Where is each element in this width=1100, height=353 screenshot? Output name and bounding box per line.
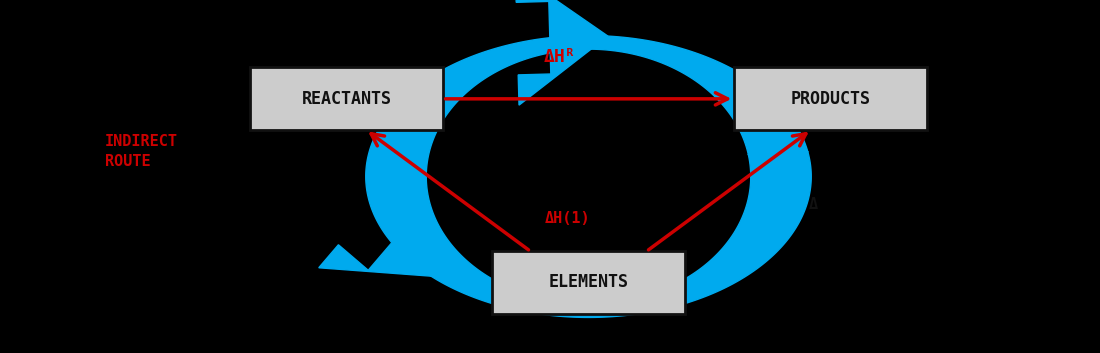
FancyArrow shape (319, 167, 431, 276)
FancyBboxPatch shape (734, 67, 927, 130)
Text: REACTANTS: REACTANTS (301, 90, 392, 108)
Text: ELEMENTS: ELEMENTS (549, 274, 628, 291)
Text: ΔHᴿ: ΔHᴿ (543, 48, 576, 66)
FancyArrow shape (516, 0, 608, 105)
FancyBboxPatch shape (250, 67, 443, 130)
Polygon shape (366, 36, 811, 317)
Text: ΔH(1): ΔH(1) (544, 211, 590, 226)
Text: INDIRECT
ROUTE: INDIRECT ROUTE (104, 134, 177, 169)
Text: Δ: Δ (808, 197, 817, 212)
FancyBboxPatch shape (492, 251, 685, 314)
Text: PRODUCTS: PRODUCTS (791, 90, 870, 108)
